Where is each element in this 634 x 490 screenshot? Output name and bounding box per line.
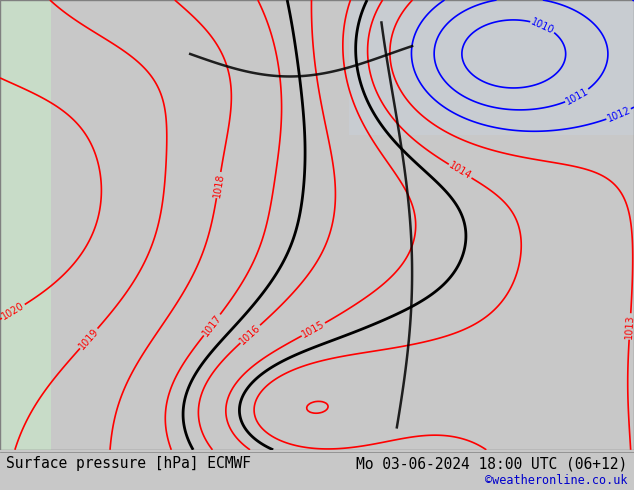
Text: 1014: 1014 <box>447 161 473 182</box>
Text: ©weatheronline.co.uk: ©weatheronline.co.uk <box>485 474 628 487</box>
Text: 1019: 1019 <box>77 326 101 351</box>
Text: 1010: 1010 <box>529 16 556 35</box>
Text: 1012: 1012 <box>605 105 632 124</box>
Text: Surface pressure [hPa] ECMWF: Surface pressure [hPa] ECMWF <box>6 456 251 471</box>
Bar <box>0 0 51 450</box>
Text: 1017: 1017 <box>200 312 224 338</box>
Text: 1015: 1015 <box>300 319 327 340</box>
Text: 1013: 1013 <box>624 314 634 339</box>
Text: 1016: 1016 <box>238 322 262 346</box>
Bar <box>349 0 634 135</box>
Text: 1020: 1020 <box>0 301 27 322</box>
Text: Mo 03-06-2024 18:00 UTC (06+12): Mo 03-06-2024 18:00 UTC (06+12) <box>356 456 628 471</box>
Text: 1011: 1011 <box>564 86 590 107</box>
Text: 1018: 1018 <box>212 172 226 198</box>
